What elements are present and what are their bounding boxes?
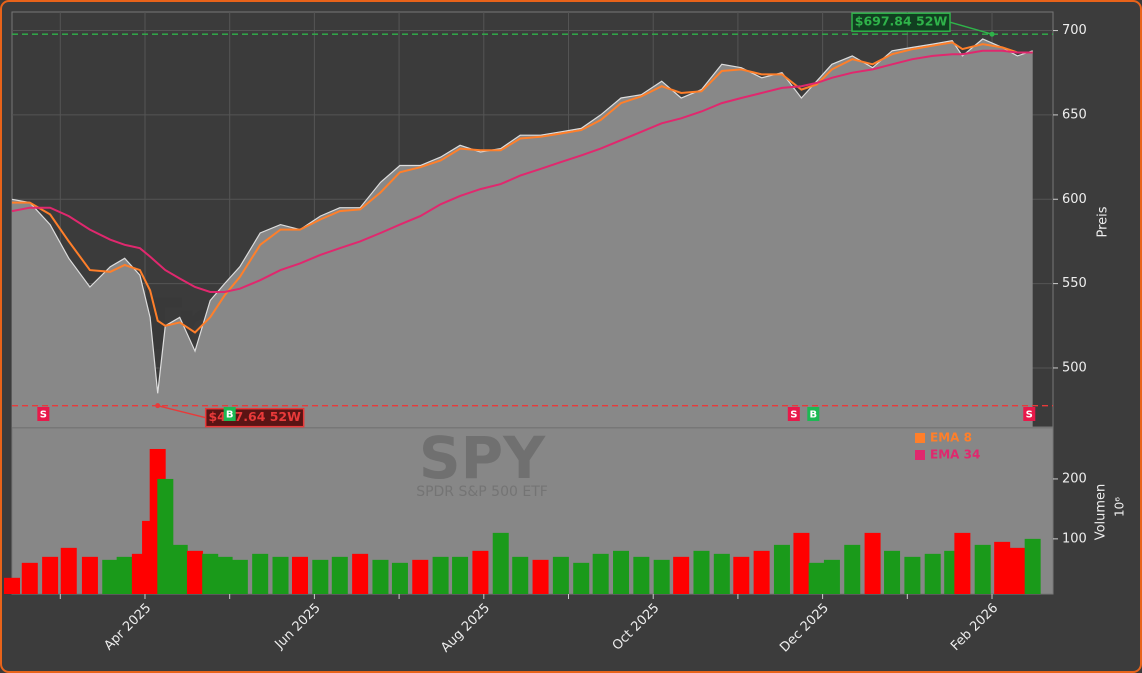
volume-bar [171, 544, 188, 594]
y-axis-label: Preis [1096, 206, 1111, 237]
price-line [11, 38, 1033, 394]
symbol-watermark: SPY [419, 424, 546, 492]
volume-bar [823, 559, 840, 594]
legend-swatch [915, 433, 925, 443]
volume-bar [331, 556, 348, 594]
volume-bar [231, 559, 248, 594]
legend-label: EMA 8 [930, 431, 972, 445]
signal-label: S [40, 410, 47, 421]
high-label-box [851, 12, 951, 32]
y-tick-label: 700 [1062, 23, 1087, 38]
y-tick-label: 550 [1062, 276, 1087, 291]
volume-bar [391, 562, 408, 594]
volume-bar [552, 556, 569, 594]
low-arrow [157, 404, 206, 419]
volume-bar [412, 559, 429, 594]
volume-bar [904, 556, 921, 594]
signal-label: B [809, 410, 817, 421]
volume-bar [864, 532, 881, 594]
volume-bar [974, 544, 991, 594]
volume-bar [202, 553, 219, 594]
volume-bar [312, 559, 329, 594]
low-arrow-head [155, 403, 161, 409]
volume-bar [673, 556, 690, 594]
volume-bar [512, 556, 529, 594]
volume-bar [372, 559, 389, 594]
volume-bar [592, 553, 609, 594]
volume-bar [291, 556, 308, 594]
volume-bar [713, 553, 730, 594]
volume-bar [954, 532, 971, 594]
volume-bar [60, 547, 77, 594]
volume-bar [844, 544, 861, 594]
volume-bar [472, 550, 489, 594]
volume-bar [613, 550, 630, 594]
volume-bar [116, 556, 133, 594]
volume-bar [452, 556, 469, 594]
volume-bar [793, 532, 810, 594]
ema-line [12, 41, 1033, 334]
symbol-name-watermark: SPDR S&P 500 ETF [416, 484, 548, 500]
volume-bar [186, 550, 203, 594]
volume-bar [81, 556, 98, 594]
signal-box [37, 407, 50, 421]
volume-bar [733, 556, 750, 594]
signal-label: S [1026, 410, 1033, 421]
volume-bar [42, 556, 59, 594]
volume-bar [432, 556, 449, 594]
volume-bar [252, 553, 269, 594]
signal-box [1023, 407, 1036, 421]
y-tick-label: 650 [1062, 107, 1087, 122]
volume-bar [532, 559, 549, 594]
volume-bar [272, 556, 289, 594]
y2-tick-label: 100 [1062, 531, 1087, 546]
volume-bar [1024, 538, 1041, 594]
volume-bar [21, 562, 38, 594]
volume-bar [924, 553, 941, 594]
volume-bar [884, 550, 901, 594]
volume-bar [773, 544, 790, 594]
low-label: $477.64 52W [208, 409, 301, 424]
volume-bar [573, 562, 590, 594]
volume-bar [102, 559, 119, 594]
signal-box [787, 407, 800, 421]
signal-label: B [226, 410, 234, 421]
volume-bar [693, 550, 710, 594]
volume-bar [4, 577, 20, 594]
volume-bar [633, 556, 650, 594]
high-label: $697.84 52W [855, 14, 948, 29]
volume-bar [808, 562, 825, 594]
ema-line [11, 49, 1033, 293]
y-tick-label: 500 [1062, 360, 1087, 375]
volume-bar [1009, 547, 1026, 594]
legend-label: EMA 34 [930, 448, 980, 462]
high-arrow-head [989, 31, 995, 37]
volume-bar [753, 550, 770, 594]
volume-bar [653, 559, 670, 594]
signal-box [807, 407, 820, 421]
volume-bar [216, 556, 233, 594]
volume-bar [492, 532, 509, 594]
y-tick-label: 600 [1062, 192, 1087, 207]
volume-bar [157, 478, 174, 594]
volume-bar [994, 541, 1011, 594]
y2-unit: 10⁶ [1113, 497, 1127, 517]
y2-axis-label: Volumen [1094, 484, 1109, 541]
high-arrow [949, 21, 993, 35]
y2-tick-label: 200 [1062, 471, 1087, 486]
signal-box [223, 407, 236, 421]
volume-bar [352, 553, 369, 594]
price-area [12, 39, 1033, 427]
signal-label: S [790, 410, 797, 421]
legend-swatch [915, 450, 925, 460]
